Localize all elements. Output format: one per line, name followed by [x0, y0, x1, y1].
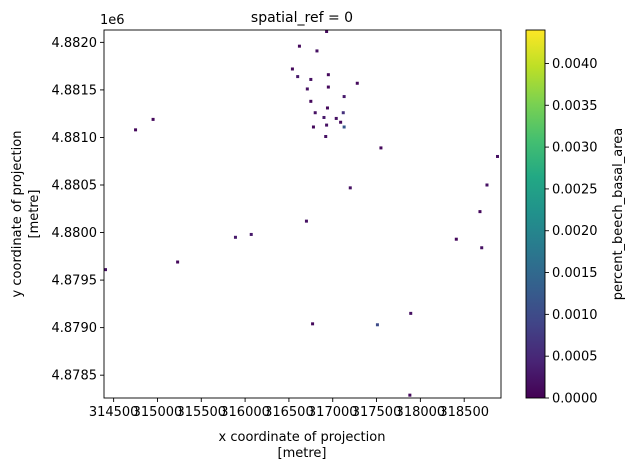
data-pixel [485, 183, 489, 187]
data-pixel [409, 311, 413, 315]
data-pixel [334, 116, 338, 120]
colorbar [525, 29, 546, 399]
y-tick-label: 4.8800 [52, 226, 98, 241]
data-pixel [348, 186, 352, 190]
y-tick-label: 4.8820 [52, 36, 98, 51]
data-pixel [495, 154, 499, 158]
plot-frame [103, 29, 502, 399]
data-pixel [375, 323, 379, 327]
data-pixel [309, 99, 313, 103]
data-pixel [311, 125, 315, 129]
x-tick-label: 317500 [352, 405, 402, 420]
y-tick-label: 4.8790 [52, 321, 98, 336]
data-pixel [249, 232, 253, 236]
data-pixel [379, 146, 383, 150]
data-pixel [339, 120, 343, 124]
y-offset-label: 1e6 [100, 13, 125, 28]
x-tick-label: 318000 [396, 405, 446, 420]
x-tick-label: 316500 [264, 405, 314, 420]
x-tick-label: 316000 [220, 405, 270, 420]
data-pixel [151, 117, 155, 121]
colorbar-tick-label: 0.0005 [552, 350, 598, 365]
x-tick-label: 315500 [176, 405, 226, 420]
y-axis-label: y coordinate of projection [10, 131, 25, 298]
data-pixel [315, 49, 319, 53]
y-tick-label: 4.8785 [52, 369, 98, 384]
data-pixel [324, 135, 328, 139]
colorbar-tick-label: 0.0040 [552, 57, 598, 72]
plot-area [104, 30, 501, 398]
data-pixel [454, 237, 458, 241]
colorbar-tick-label: 0.0030 [552, 141, 598, 156]
data-pixel [290, 67, 294, 71]
x-axis-label: x coordinate of projection [219, 430, 386, 445]
data-pixel [480, 246, 484, 250]
x-axis-unit: [metre] [278, 446, 327, 461]
data-pixel [304, 219, 308, 223]
data-pixel [176, 260, 180, 264]
data-pixel [297, 44, 301, 48]
data-pixel [309, 77, 313, 81]
x-tick-label: 317000 [308, 405, 358, 420]
data-pixel [313, 111, 317, 115]
y-tick-label: 4.8815 [52, 83, 98, 98]
x-tick-label: 318500 [439, 405, 489, 420]
colorbar-tick-label: 0.0000 [552, 392, 598, 407]
data-pixel [342, 95, 346, 99]
data-pixel [233, 235, 237, 239]
x-tick-label: 315000 [133, 405, 183, 420]
colorbar-tick-label: 0.0025 [552, 182, 598, 197]
data-pixel [311, 322, 315, 326]
colorbar-tick-label: 0.0015 [552, 266, 598, 281]
data-pixel [305, 87, 309, 91]
data-pixel [326, 85, 330, 89]
y-axis: 4.8785 4.8790 4.8795 4.8800 4.8805 4.8810 4.88… [52, 36, 104, 384]
data-pixel [104, 268, 107, 272]
data-pixel [325, 123, 329, 127]
data-pixel [134, 128, 138, 132]
chart-title: spatial_ref = 0 [251, 10, 353, 26]
data-pixel [355, 81, 359, 85]
y-axis-unit: [metre] [27, 190, 42, 239]
y-tick-label: 4.8805 [52, 178, 98, 193]
data-pixel [341, 111, 345, 115]
data-pixels [104, 30, 499, 397]
y-tick-label: 4.8795 [52, 274, 98, 289]
colorbar-tick-label: 0.0010 [552, 308, 598, 323]
data-pixel [408, 393, 412, 397]
colorbar-tick-label: 0.0020 [552, 224, 598, 239]
y-tick-label: 4.8810 [52, 131, 98, 146]
data-pixel [322, 115, 326, 119]
data-pixel [325, 106, 329, 110]
data-pixel [326, 73, 330, 77]
data-pixel [296, 75, 300, 79]
x-tick-label: 314500 [89, 405, 139, 420]
data-pixel [342, 125, 346, 129]
data-pixel [325, 30, 329, 33]
colorbar-axis: 0.0000 0.0005 0.0010 0.0015 0.0020 0.0025 0.00… [545, 57, 598, 407]
x-axis: 3145003150003155003160003165003170003175… [89, 398, 489, 420]
colorbar-label: percent_beech_basal_area [611, 128, 626, 301]
data-pixel [478, 210, 482, 214]
colorbar-tick-label: 0.0035 [552, 99, 598, 114]
